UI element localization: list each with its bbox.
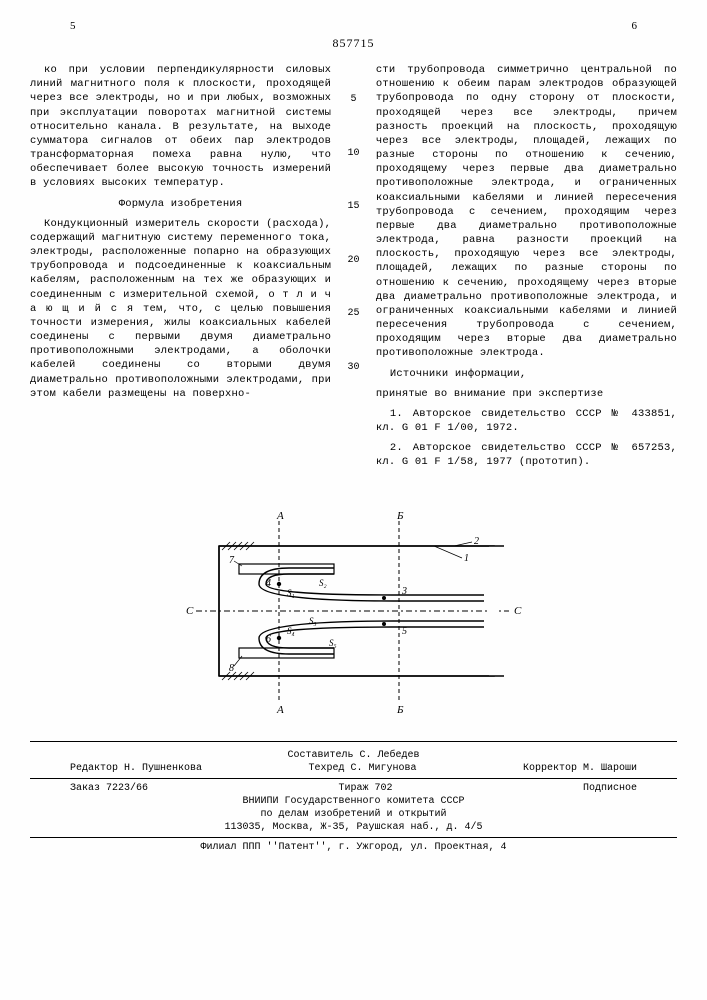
- page-header: 5 6: [30, 20, 677, 32]
- label-A-top: А: [276, 510, 284, 522]
- page-num-left: 5: [70, 20, 76, 32]
- editor: Редактор Н. Пушненкова: [70, 763, 202, 774]
- left-para1: ко при условии перпендикулярности силовы…: [30, 63, 331, 191]
- label-6: 6: [266, 634, 271, 645]
- figure-svg: А А Б Б С С 1 2 3 4 5 6 7 8 S₁ S₂ S₃ S₄ …: [174, 506, 534, 716]
- order-num: Заказ 7223/66: [70, 783, 148, 794]
- subscription: Подписное: [583, 783, 637, 794]
- line-num: 10: [347, 147, 359, 161]
- label-C-right: С: [514, 605, 522, 617]
- left-column: ко при условии перпендикулярности силовы…: [30, 63, 331, 476]
- tirazh: Тираж 702: [338, 783, 392, 794]
- label-7: 7: [229, 555, 235, 566]
- label-4: 4: [266, 578, 271, 589]
- left-para2: Кондукционный измеритель скорости (расхо…: [30, 217, 331, 401]
- address: 113035, Москва, Ж-35, Раушская наб., д. …: [30, 822, 677, 833]
- formula-title: Формула изобретения: [30, 197, 331, 211]
- ref2: 2. Авторское свидетельство СССР № 657253…: [376, 441, 677, 469]
- label-B-top: Б: [396, 510, 404, 522]
- label-C-left: С: [186, 605, 194, 617]
- right-para1: сти трубопровода симметрично центральной…: [376, 63, 677, 361]
- line-number-gutter: 5 10 15 20 25 30: [345, 63, 362, 476]
- label-S4: S₄: [287, 626, 295, 636]
- org1: ВНИИПИ Государственного комитета СССР: [30, 796, 677, 807]
- figure: А А Б Б С С 1 2 3 4 5 6 7 8 S₁ S₂ S₃ S₄ …: [174, 506, 534, 716]
- label-A-bot: А: [276, 704, 284, 716]
- right-column: сти трубопровода симметрично центральной…: [376, 63, 677, 476]
- tech-editor: Техред С. Мигунова: [308, 763, 416, 774]
- label-3: 3: [401, 586, 407, 597]
- patent-page: 5 6 857715 ко при условии перпендикулярн…: [0, 0, 707, 1000]
- line-num: 15: [347, 200, 359, 214]
- footer-separator-3: [30, 837, 677, 838]
- line-num: 30: [347, 361, 359, 375]
- corrector: Корректор М. Шароши: [523, 763, 637, 774]
- footer: Составитель С. Лебедев Редактор Н. Пушне…: [30, 750, 677, 853]
- footer-separator-2: [30, 778, 677, 779]
- label-1: 1: [464, 553, 469, 564]
- footer-separator-1: [30, 741, 677, 742]
- label-S5: S₅: [329, 638, 337, 648]
- label-5: 5: [402, 626, 407, 637]
- org2: по делам изобретений и открытий: [30, 809, 677, 820]
- label-S3: S₃: [309, 616, 317, 626]
- label-B-bot: Б: [396, 704, 404, 716]
- line-num: 25: [347, 307, 359, 321]
- label-S2: S₂: [319, 578, 327, 588]
- ref1: 1. Авторское свидетельство СССР № 433851…: [376, 407, 677, 435]
- label-8: 8: [229, 663, 234, 674]
- sources-sub: принятые во внимание при экспертизе: [376, 387, 677, 401]
- label-S1: S₁: [287, 588, 295, 598]
- compiler: Составитель С. Лебедев: [30, 750, 677, 761]
- branch: Филиал ППП ''Патент'', г. Ужгород, ул. П…: [30, 842, 677, 853]
- sources-title: Источники информации,: [376, 367, 677, 381]
- label-2: 2: [474, 536, 479, 547]
- page-num-right: 6: [632, 20, 638, 32]
- line-num: 20: [347, 254, 359, 268]
- line-num: 5: [350, 93, 356, 107]
- patent-number: 857715: [30, 36, 677, 51]
- text-columns: ко при условии перпендикулярности силовы…: [30, 63, 677, 476]
